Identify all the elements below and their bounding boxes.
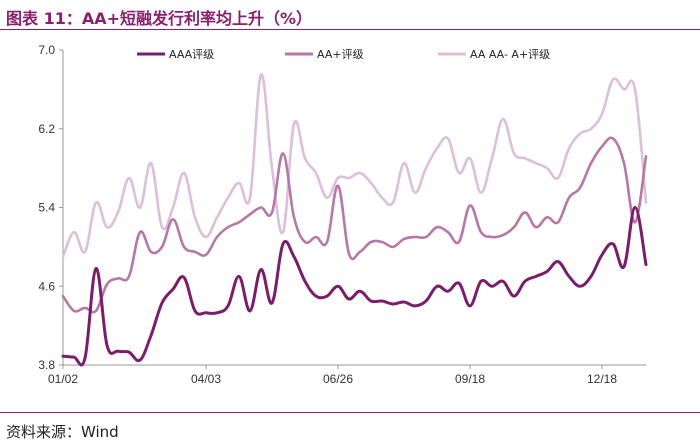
chart-axes: 3.8 4.6 5.4 6.2 7.0 01/02 04/03 06/26 09/18 12/18 bbox=[38, 43, 646, 386]
x-tick-label: 01/02 bbox=[48, 372, 78, 386]
legend-label-1: AAA评级 bbox=[169, 48, 214, 61]
source-note: 资料来源：Wind bbox=[6, 423, 119, 441]
x-tick-label: 06/26 bbox=[323, 372, 353, 386]
legend-label-2: AA+评级 bbox=[317, 48, 364, 61]
legend-label-3: AA AA- A+评级 bbox=[470, 48, 550, 61]
y-tick-label: 4.6 bbox=[38, 279, 55, 293]
series-line-1 bbox=[61, 205, 648, 367]
series-line-2 bbox=[61, 136, 648, 314]
chart-title: 图表 11：AA+短融发行利率均上升（%） bbox=[6, 9, 313, 28]
x-tick-label: 09/18 bbox=[455, 372, 485, 386]
source-divider bbox=[0, 412, 700, 413]
chart-legend: AAA评级 AA+评级 AA AA- A+评级 bbox=[137, 48, 550, 61]
title-divider bbox=[0, 29, 700, 30]
series-line-3 bbox=[61, 73, 648, 258]
chart-series-lines bbox=[61, 73, 648, 367]
y-tick-label: 7.0 bbox=[38, 43, 55, 57]
x-tick-label: 12/18 bbox=[587, 372, 617, 386]
y-tick-label: 5.4 bbox=[38, 201, 55, 215]
y-tick-label: 3.8 bbox=[38, 358, 55, 372]
y-tick-label: 6.2 bbox=[38, 122, 55, 136]
x-tick-label: 04/03 bbox=[191, 372, 221, 386]
